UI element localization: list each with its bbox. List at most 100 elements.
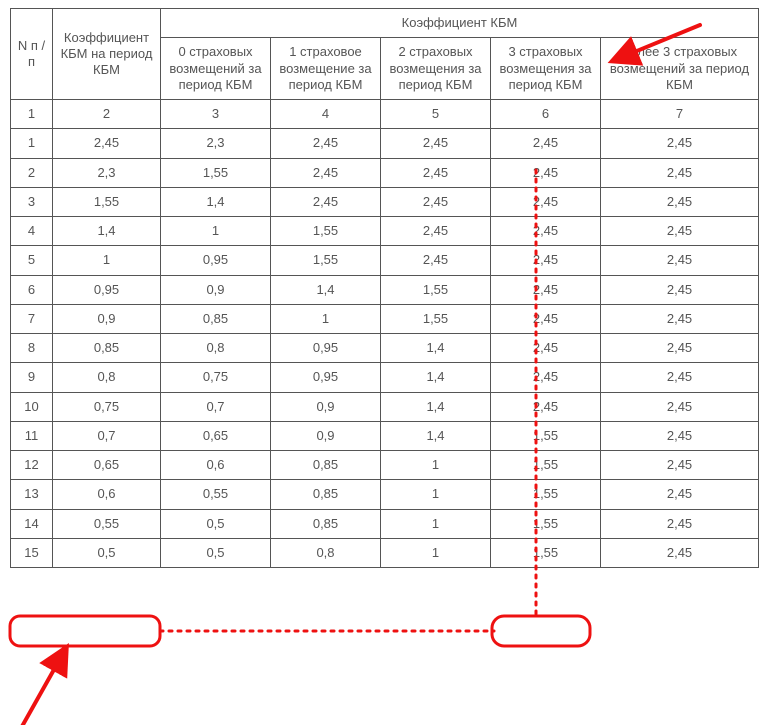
table-cell: 2,45 bbox=[381, 217, 491, 246]
table-cell: 0,55 bbox=[53, 509, 161, 538]
col-3-header: 3 страховых возмещения за период КБМ bbox=[491, 38, 601, 100]
table-cell: 2,3 bbox=[161, 129, 271, 158]
table-cell: 2,45 bbox=[381, 158, 491, 187]
table-cell: 0,65 bbox=[53, 451, 161, 480]
table-cell: 0,85 bbox=[271, 509, 381, 538]
table-cell: 2,45 bbox=[271, 158, 381, 187]
table-row: 41,411,552,452,452,45 bbox=[11, 217, 759, 246]
table-cell: 1,55 bbox=[271, 217, 381, 246]
table-cell: 0,95 bbox=[271, 334, 381, 363]
table-cell: 0,75 bbox=[53, 392, 161, 421]
table-cell: 0,6 bbox=[53, 480, 161, 509]
table-cell: 1,4 bbox=[161, 187, 271, 216]
table-row: 90,80,750,951,42,452,45 bbox=[11, 363, 759, 392]
table-cell: 0,95 bbox=[161, 246, 271, 275]
table-cell: 2,45 bbox=[381, 129, 491, 158]
table-row: 150,50,50,811,552,45 bbox=[11, 538, 759, 567]
col-2-header: 2 страховых возмещения за период КБМ bbox=[381, 38, 491, 100]
table-cell: 5 bbox=[11, 246, 53, 275]
table-cell: 1 bbox=[381, 451, 491, 480]
table-cell: 1,55 bbox=[161, 158, 271, 187]
table-cell: 10 bbox=[11, 392, 53, 421]
table-cell: 2,45 bbox=[601, 187, 759, 216]
table-cell: 0,9 bbox=[161, 275, 271, 304]
table-cell: 0,7 bbox=[53, 421, 161, 450]
table-cell: 2,45 bbox=[601, 246, 759, 275]
table-cell: 2,45 bbox=[601, 480, 759, 509]
table-cell: 0,9 bbox=[271, 421, 381, 450]
table-cell: 1 bbox=[271, 304, 381, 333]
table-cell: 0,8 bbox=[53, 363, 161, 392]
table-cell: 2,45 bbox=[601, 158, 759, 187]
table-cell: 0,95 bbox=[53, 275, 161, 304]
table-row: 70,90,8511,552,452,45 bbox=[11, 304, 759, 333]
subheader-cell: 2 bbox=[53, 100, 161, 129]
col-1-header: 1 страховое возмещение за период КБМ bbox=[271, 38, 381, 100]
table-cell: 1,55 bbox=[491, 509, 601, 538]
table-cell: 0,7 bbox=[161, 392, 271, 421]
subheader-cell: 4 bbox=[271, 100, 381, 129]
table-cell: 2,45 bbox=[53, 129, 161, 158]
table-cell: 2,45 bbox=[491, 217, 601, 246]
table-cell: 2,45 bbox=[601, 334, 759, 363]
subheader-cell: 7 bbox=[601, 100, 759, 129]
table-row: 12,452,32,452,452,452,45 bbox=[11, 129, 759, 158]
table-row: 110,70,650,91,41,552,45 bbox=[11, 421, 759, 450]
table-row: 130,60,550,8511,552,45 bbox=[11, 480, 759, 509]
table-cell: 0,5 bbox=[161, 509, 271, 538]
table-cell: 12 bbox=[11, 451, 53, 480]
table-cell: 0,85 bbox=[53, 334, 161, 363]
table-cell: 0,75 bbox=[161, 363, 271, 392]
table-cell: 0,65 bbox=[161, 421, 271, 450]
table-cell: 2,45 bbox=[491, 392, 601, 421]
table-cell: 11 bbox=[11, 421, 53, 450]
table-cell: 0,6 bbox=[161, 451, 271, 480]
table-cell: 1 bbox=[161, 217, 271, 246]
table-cell: 2,45 bbox=[381, 246, 491, 275]
table-cell: 1,55 bbox=[381, 304, 491, 333]
table-cell: 1,4 bbox=[381, 334, 491, 363]
table-cell: 6 bbox=[11, 275, 53, 304]
table-row: 31,551,42,452,452,452,45 bbox=[11, 187, 759, 216]
col-4-header: Более 3 страховых возмещений за период К… bbox=[601, 38, 759, 100]
table-cell: 2,45 bbox=[491, 129, 601, 158]
table-cell: 2,45 bbox=[381, 187, 491, 216]
table-cell: 2,45 bbox=[601, 392, 759, 421]
table-cell: 0,85 bbox=[271, 480, 381, 509]
table-row: 100,750,70,91,42,452,45 bbox=[11, 392, 759, 421]
subheader-cell: 3 bbox=[161, 100, 271, 129]
table-cell: 2,45 bbox=[271, 187, 381, 216]
table-cell: 3 bbox=[11, 187, 53, 216]
subheader-row: 1 2 3 4 5 6 7 bbox=[11, 100, 759, 129]
table-cell: 2,45 bbox=[491, 304, 601, 333]
table-cell: 13 bbox=[11, 480, 53, 509]
kbm-tbody: 1 2 3 4 5 6 7 12,452,32,452,452,452,4522… bbox=[11, 100, 759, 568]
table-cell: 1 bbox=[381, 509, 491, 538]
table-cell: 14 bbox=[11, 509, 53, 538]
table-cell: 9 bbox=[11, 363, 53, 392]
table-cell: 0,9 bbox=[53, 304, 161, 333]
subheader-cell: 5 bbox=[381, 100, 491, 129]
table-cell: 0,55 bbox=[161, 480, 271, 509]
table-cell: 1,4 bbox=[53, 217, 161, 246]
table-cell: 2,45 bbox=[601, 509, 759, 538]
table-cell: 1,4 bbox=[381, 363, 491, 392]
table-cell: 0,85 bbox=[161, 304, 271, 333]
table-cell: 1,55 bbox=[381, 275, 491, 304]
table-cell: 1 bbox=[381, 538, 491, 567]
table-cell: 2,45 bbox=[601, 217, 759, 246]
table-cell: 0,5 bbox=[53, 538, 161, 567]
table-cell: 2,45 bbox=[491, 158, 601, 187]
table-row: 80,850,80,951,42,452,45 bbox=[11, 334, 759, 363]
table-cell: 15 bbox=[11, 538, 53, 567]
table-cell: 1 bbox=[11, 129, 53, 158]
table-cell: 2,45 bbox=[601, 129, 759, 158]
table-cell: 2,45 bbox=[601, 451, 759, 480]
col-rownum-header: N п / п bbox=[11, 9, 53, 100]
table-cell: 0,85 bbox=[271, 451, 381, 480]
table-cell: 2,3 bbox=[53, 158, 161, 187]
table-cell: 2,45 bbox=[601, 363, 759, 392]
table-cell: 2,45 bbox=[601, 304, 759, 333]
table-cell: 2,45 bbox=[491, 334, 601, 363]
table-cell: 1,4 bbox=[381, 421, 491, 450]
